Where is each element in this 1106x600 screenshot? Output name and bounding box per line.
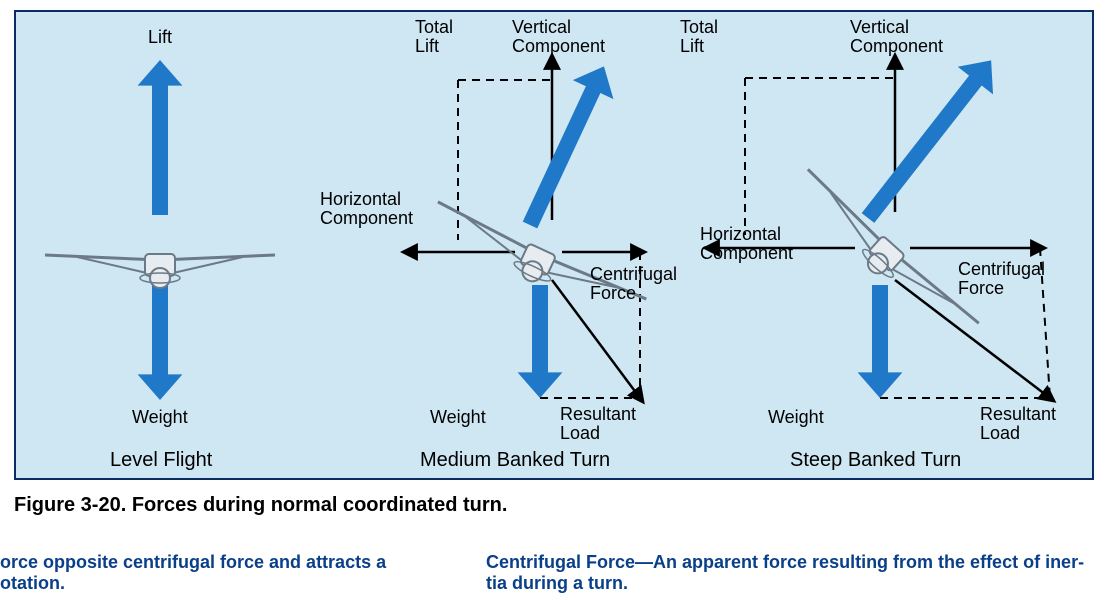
horizontal-component-label: Horizontal Component	[700, 225, 793, 263]
weight-label: Weight	[430, 408, 486, 427]
weight-arrow	[858, 285, 903, 398]
vertical-component-label: Vertical Component	[512, 18, 605, 56]
total-lift-label: Total Lift	[680, 18, 718, 56]
lift-arrow	[138, 60, 183, 215]
centrifugal-force-label: Centrifugal Force	[590, 265, 677, 303]
level-title: Level Flight	[110, 450, 212, 471]
airplane-icon	[45, 254, 275, 288]
weight-arrow	[518, 285, 563, 398]
total-lift-label: Total Lift	[415, 18, 453, 56]
weight-label: Weight	[768, 408, 824, 427]
steep-title: Steep Banked Turn	[790, 450, 961, 471]
weight-arrow	[138, 285, 183, 400]
total-lift-arrow	[523, 66, 614, 228]
vertical-component-label: Vertical Component	[850, 18, 943, 56]
footer-right-text: Centrifugal Force—An apparent force resu…	[486, 552, 1084, 594]
lift-label: Lift	[148, 28, 172, 47]
total-lift-arrow	[862, 60, 993, 223]
medium-title: Medium Banked Turn	[420, 450, 610, 471]
footer-left-text: orce opposite centrifugal force and attr…	[0, 552, 386, 594]
resultant-load-label: Resultant Load	[980, 405, 1056, 443]
horizontal-component-label: Horizontal Component	[320, 190, 413, 228]
resultant-load-label: Resultant Load	[560, 405, 636, 443]
figure-caption: Figure 3-20. Forces during normal coordi…	[14, 494, 507, 517]
centrifugal-force-label: Centrifugal Force	[958, 260, 1045, 298]
weight-label: Weight	[132, 408, 188, 427]
